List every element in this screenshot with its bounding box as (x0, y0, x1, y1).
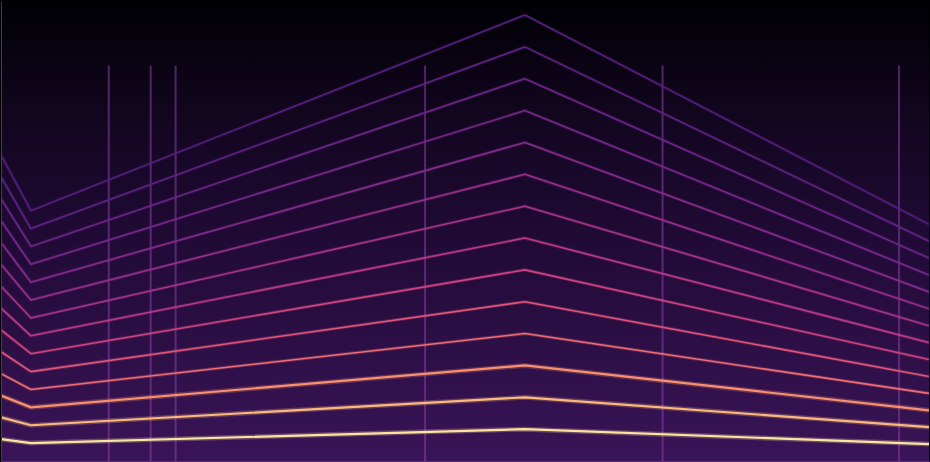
harmonic (1, 334, 929, 394)
axis-line (1, 2, 2, 462)
harmonic (1, 15, 929, 224)
harmonic (1, 47, 929, 241)
harmonic-glow (1, 334, 929, 394)
harmonic-glow (1, 206, 929, 326)
transient (150, 65, 152, 461)
transient (662, 65, 664, 461)
harmonic-glow (1, 429, 929, 444)
harmonic (1, 397, 929, 427)
marks (1, 15, 929, 461)
harmonic (1, 238, 929, 343)
harmonic-glow (1, 15, 929, 224)
axis-line (2, 461, 930, 462)
plot (1, 1, 930, 462)
background (1, 1, 929, 461)
harmonic (1, 429, 929, 444)
harmonic-glow (1, 47, 929, 241)
harmonic (1, 111, 929, 275)
harmonic (1, 206, 929, 326)
x-axis (2, 461, 930, 462)
spectrogram (0, 0, 930, 462)
harmonic-glow (1, 397, 929, 427)
harmonic-glow (1, 111, 929, 275)
y-axis (1, 2, 2, 462)
harmonic-glow (1, 238, 929, 343)
